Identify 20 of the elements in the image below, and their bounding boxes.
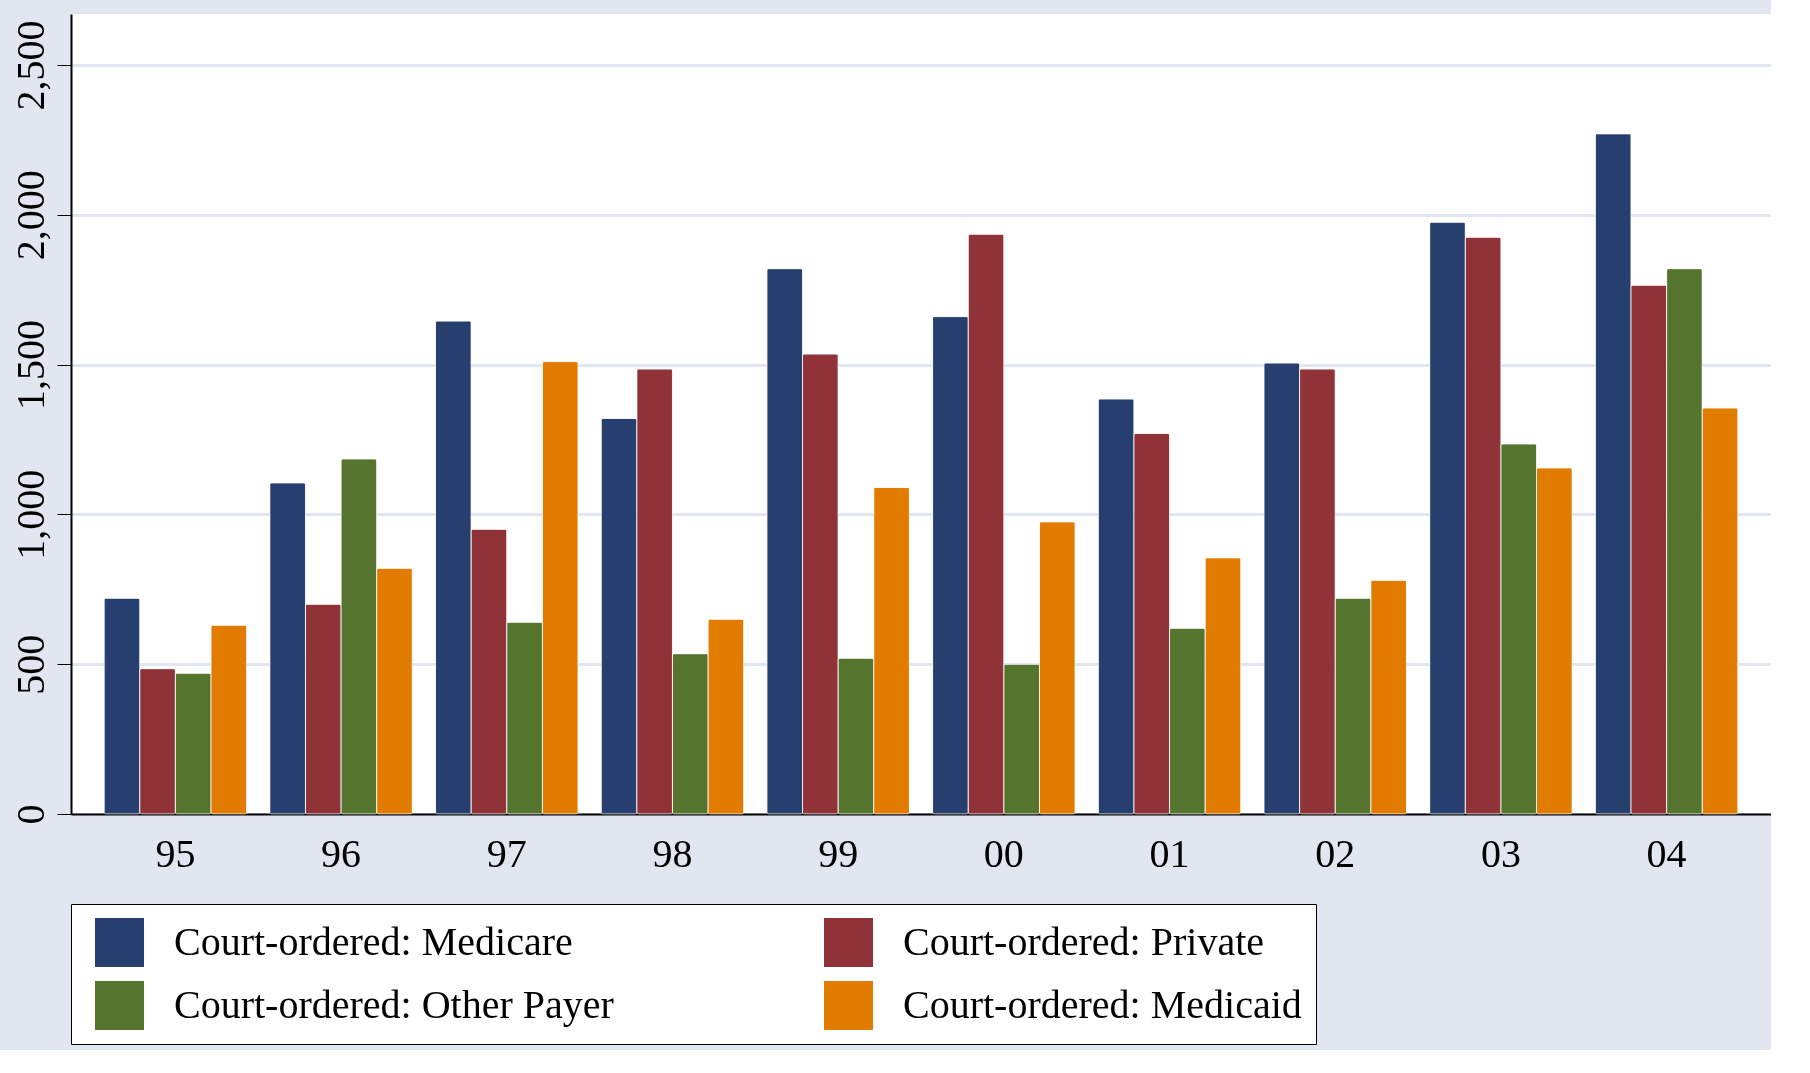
x-tick-label: 00: [983, 830, 1024, 876]
y-tick-label: 0: [7, 804, 53, 825]
y-tick-label: 1,000: [7, 469, 53, 560]
y-tick-label: 1,500: [7, 320, 53, 411]
x-tick-label: 98: [652, 830, 693, 876]
x-tick-label: 99: [818, 830, 859, 876]
x-tick-label: 03: [1480, 830, 1521, 876]
legend-label: Court-ordered: Medicare: [174, 918, 573, 964]
y-tick-label: 2,000: [7, 170, 53, 261]
legend-label: Court-ordered: Private: [903, 918, 1264, 964]
y-tick-label: 500: [7, 634, 53, 695]
legend-label: Court-ordered: Medicaid: [903, 981, 1302, 1027]
x-tick-label: 95: [155, 830, 196, 876]
x-tick-label: 02: [1315, 830, 1356, 876]
x-tick-label: 96: [321, 830, 362, 876]
y-tick-label: 2,500: [7, 20, 53, 111]
x-tick-label: 04: [1646, 830, 1687, 876]
x-tick-label: 01: [1149, 830, 1190, 876]
x-tick-label: 97: [486, 830, 527, 876]
legend-label: Court-ordered: Other Payer: [174, 981, 614, 1027]
